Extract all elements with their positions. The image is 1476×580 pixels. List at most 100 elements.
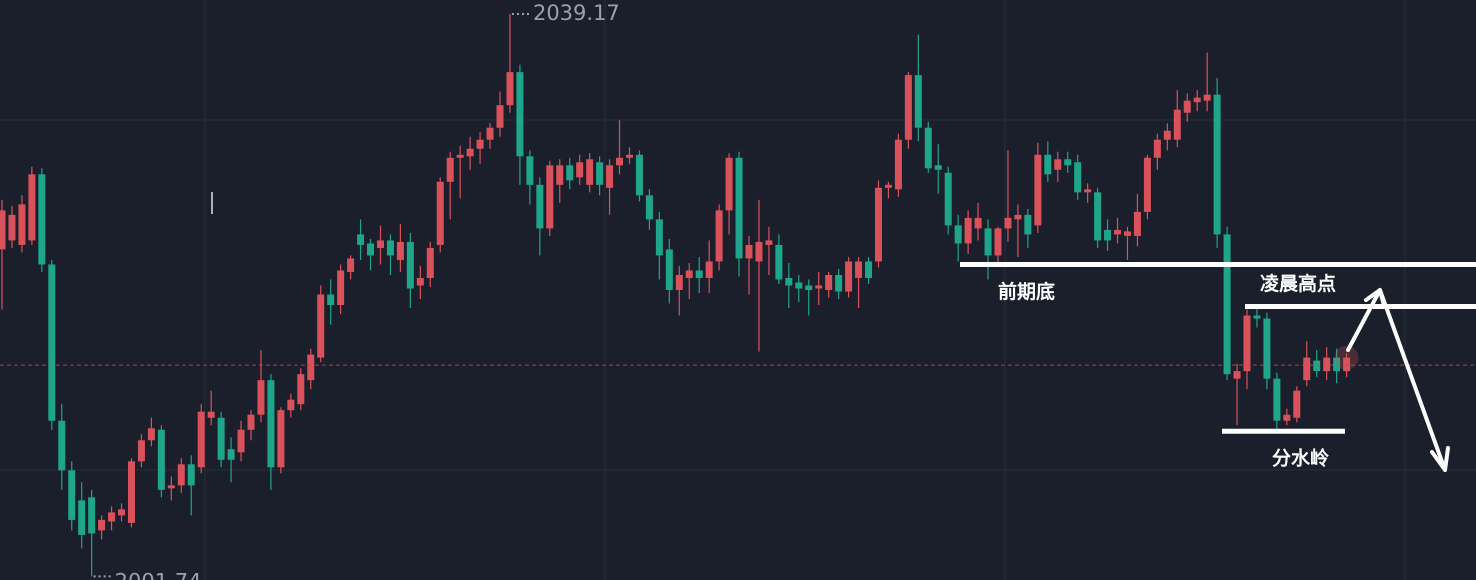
candle-body <box>576 162 584 178</box>
candle-body <box>1193 97 1201 103</box>
candle-body <box>1094 192 1102 241</box>
candle-body <box>944 172 952 226</box>
candle-body <box>0 210 6 250</box>
candle-body <box>486 127 494 140</box>
candle-body <box>376 240 384 248</box>
candle-body <box>865 261 873 278</box>
candle-body <box>904 75 912 140</box>
candle-body <box>347 258 355 272</box>
candle-body <box>1253 315 1261 319</box>
candle-body <box>556 165 564 185</box>
candle-body <box>735 157 743 259</box>
candle-body <box>566 165 574 181</box>
candle-body <box>1333 357 1341 372</box>
candle-body <box>1283 414 1291 421</box>
candle-body <box>914 75 922 128</box>
candle-body <box>1004 217 1012 229</box>
candle-body <box>1044 154 1052 175</box>
candle-body <box>98 519 106 531</box>
candle-body <box>157 429 165 490</box>
candle-body <box>267 380 275 468</box>
candle-body <box>805 285 813 290</box>
candle-body <box>1233 371 1241 379</box>
candle-body <box>815 285 823 289</box>
candle-body <box>476 139 484 149</box>
candle-body <box>1213 94 1221 235</box>
candle-body <box>606 165 614 188</box>
candle-body <box>785 277 793 286</box>
candle-body <box>58 420 66 471</box>
candle-body <box>1133 211 1141 236</box>
last-price-glow <box>1334 345 1359 370</box>
candle-body <box>307 354 315 381</box>
candle-body <box>197 411 205 468</box>
candle-body <box>1153 139 1161 158</box>
candle-body <box>625 154 633 158</box>
candle-body <box>1313 360 1321 372</box>
candle-body <box>506 72 514 106</box>
candle-body <box>1114 229 1122 235</box>
candle-body <box>526 156 534 185</box>
candle-body <box>1223 234 1231 375</box>
candle-body <box>586 159 594 185</box>
candle-body <box>775 244 783 280</box>
candle-body <box>1243 315 1251 372</box>
candle-body <box>1303 357 1311 381</box>
candle-body <box>337 270 345 306</box>
candle-body <box>845 261 853 292</box>
candle-body <box>546 165 554 229</box>
candle-body <box>1024 214 1032 235</box>
candle-body <box>994 228 1002 256</box>
candle-body <box>984 228 992 256</box>
candle-body <box>1014 214 1022 220</box>
candle-body <box>825 274 833 290</box>
candle-body <box>217 417 225 460</box>
candle-body <box>695 270 703 278</box>
candle-body <box>874 187 882 262</box>
candle-body <box>675 274 683 290</box>
candle-body <box>496 105 504 128</box>
candle-body <box>884 184 892 188</box>
arrows <box>1346 288 1450 472</box>
candle-body <box>8 214 16 241</box>
candle-body <box>327 294 335 306</box>
candle-body <box>964 217 972 244</box>
candle-body <box>247 414 255 430</box>
candle-body <box>1323 357 1331 372</box>
candle-body <box>934 165 942 170</box>
candle-body <box>406 241 414 289</box>
candle-body <box>1064 159 1072 166</box>
candle-body <box>855 261 863 278</box>
candle-body <box>416 277 424 286</box>
candle-body <box>765 240 773 245</box>
candle-body <box>277 410 285 468</box>
candle-body <box>386 240 394 256</box>
candle-body <box>1034 154 1042 226</box>
candle-body <box>436 181 444 245</box>
level-label: 分水岭 <box>1272 447 1329 470</box>
candle-body <box>974 217 982 229</box>
candle-body <box>745 244 753 259</box>
candle-body <box>456 154 464 158</box>
candle-body <box>147 428 155 441</box>
candle-body <box>38 174 46 265</box>
candle-body <box>446 157 454 182</box>
candle-body <box>665 249 673 290</box>
arrow-head <box>1430 446 1450 472</box>
candle-body <box>954 225 962 244</box>
candle-body <box>227 449 235 460</box>
candle-body <box>167 485 175 489</box>
candle-body <box>237 429 245 453</box>
level-label: 前期底 <box>998 280 1055 303</box>
candle-body <box>1054 159 1062 170</box>
level-label: 凌晨高点 <box>1260 272 1336 295</box>
candle-body <box>28 174 36 241</box>
candle-body <box>108 512 116 522</box>
candle-body <box>596 162 604 185</box>
candles <box>0 13 1351 577</box>
arrow-head <box>1364 288 1386 308</box>
